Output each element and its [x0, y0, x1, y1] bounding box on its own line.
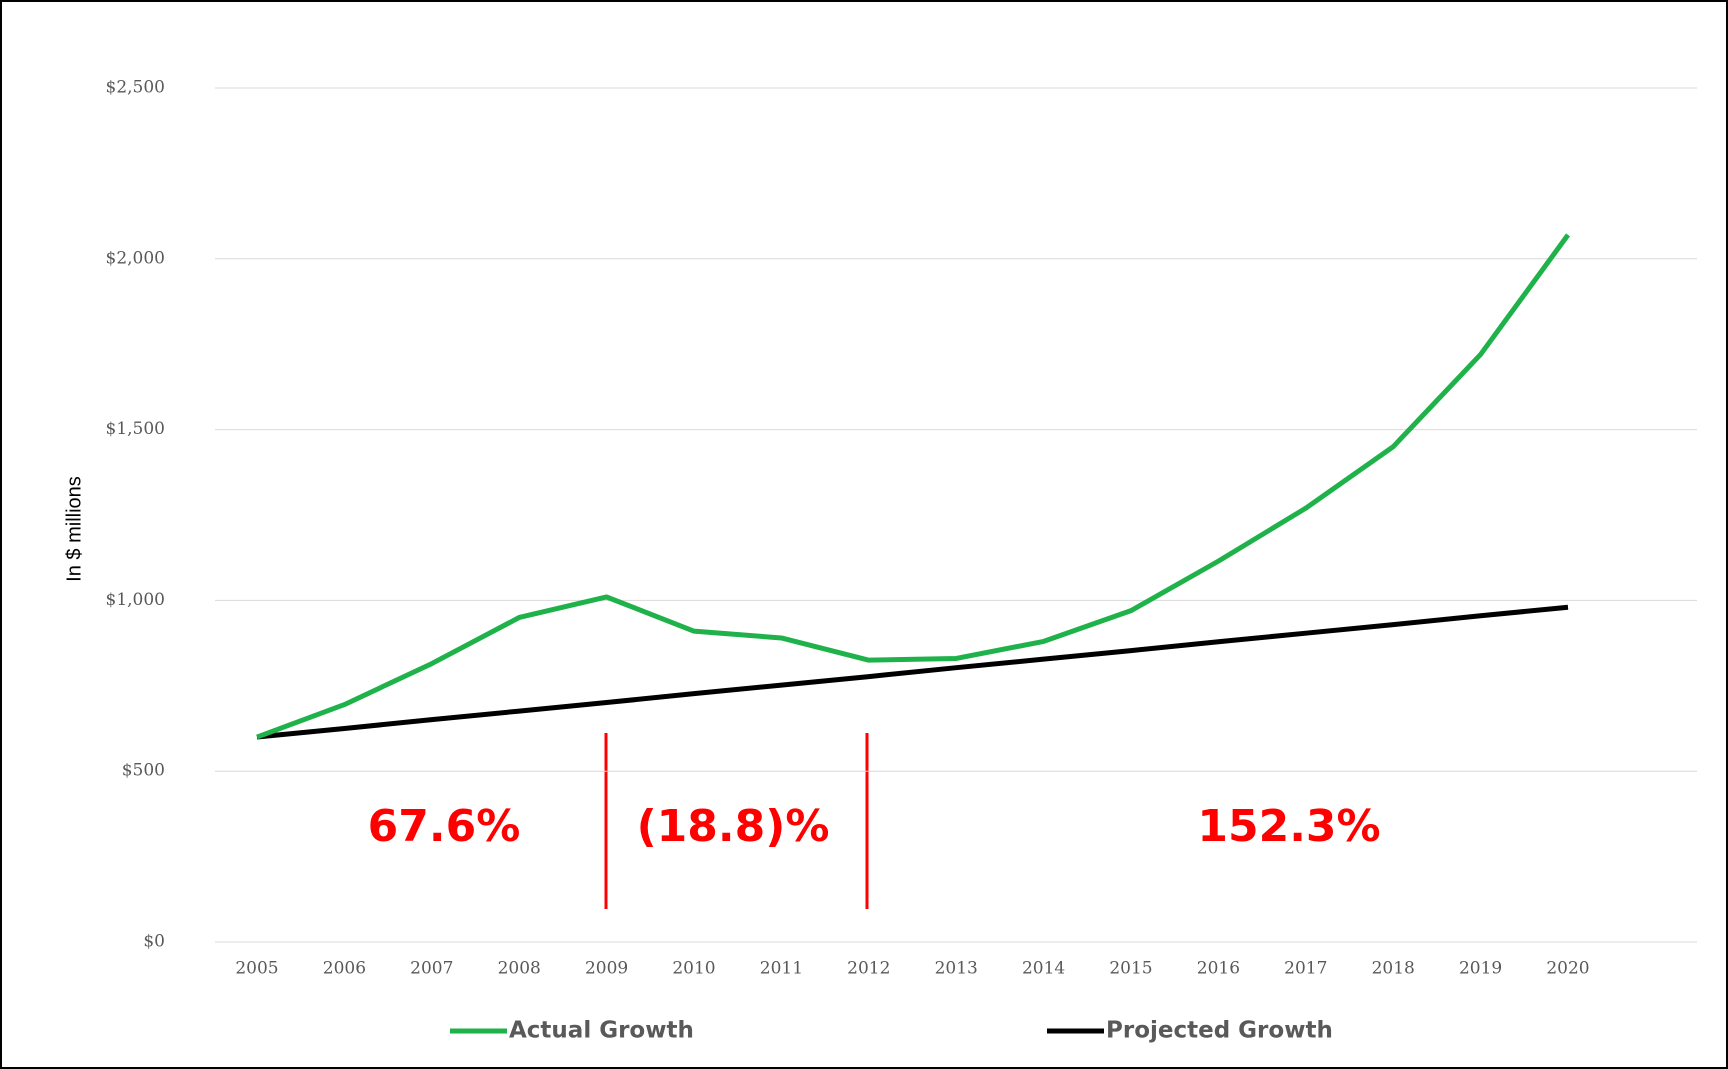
- series-line: [256, 604, 1569, 740]
- y-tick-label: $500: [122, 761, 165, 781]
- y-tick-label: $0: [143, 932, 165, 952]
- series-line: [256, 233, 1571, 740]
- annotation: (18.8)%: [637, 801, 830, 852]
- annotation: 67.6%: [368, 801, 521, 852]
- y-axis-label: In $ millions: [63, 476, 85, 582]
- y-tick-label: $1,000: [106, 590, 165, 610]
- y-tick-label: $2,000: [106, 248, 165, 268]
- x-tick-label: 2016: [1197, 959, 1240, 979]
- x-tick-label: 2007: [410, 959, 453, 979]
- x-tick-label: 2006: [323, 959, 366, 979]
- x-tick-label: 2018: [1372, 959, 1415, 979]
- legend-label: Projected Growth: [1106, 1018, 1333, 1044]
- x-tick-label: 2019: [1459, 959, 1502, 979]
- y-tick-label: $1,500: [106, 419, 165, 439]
- y-tick-label: $2,500: [106, 78, 165, 98]
- x-tick-label: 2020: [1546, 959, 1589, 979]
- x-tick-label: 2015: [1109, 959, 1152, 979]
- x-tick-label: 2012: [847, 959, 890, 979]
- x-tick-label: 2013: [935, 959, 978, 979]
- x-tick-label: 2011: [760, 959, 803, 979]
- x-tick-label: 2014: [1022, 959, 1065, 979]
- x-tick-label: 2017: [1284, 959, 1327, 979]
- x-tick-label: 2005: [235, 959, 278, 979]
- legend-label: Actual Growth: [509, 1018, 694, 1044]
- x-tick-label: 2008: [498, 959, 541, 979]
- x-tick-label: 2009: [585, 959, 628, 979]
- annotation: 152.3%: [1197, 801, 1380, 852]
- x-tick-label: 2010: [672, 959, 715, 979]
